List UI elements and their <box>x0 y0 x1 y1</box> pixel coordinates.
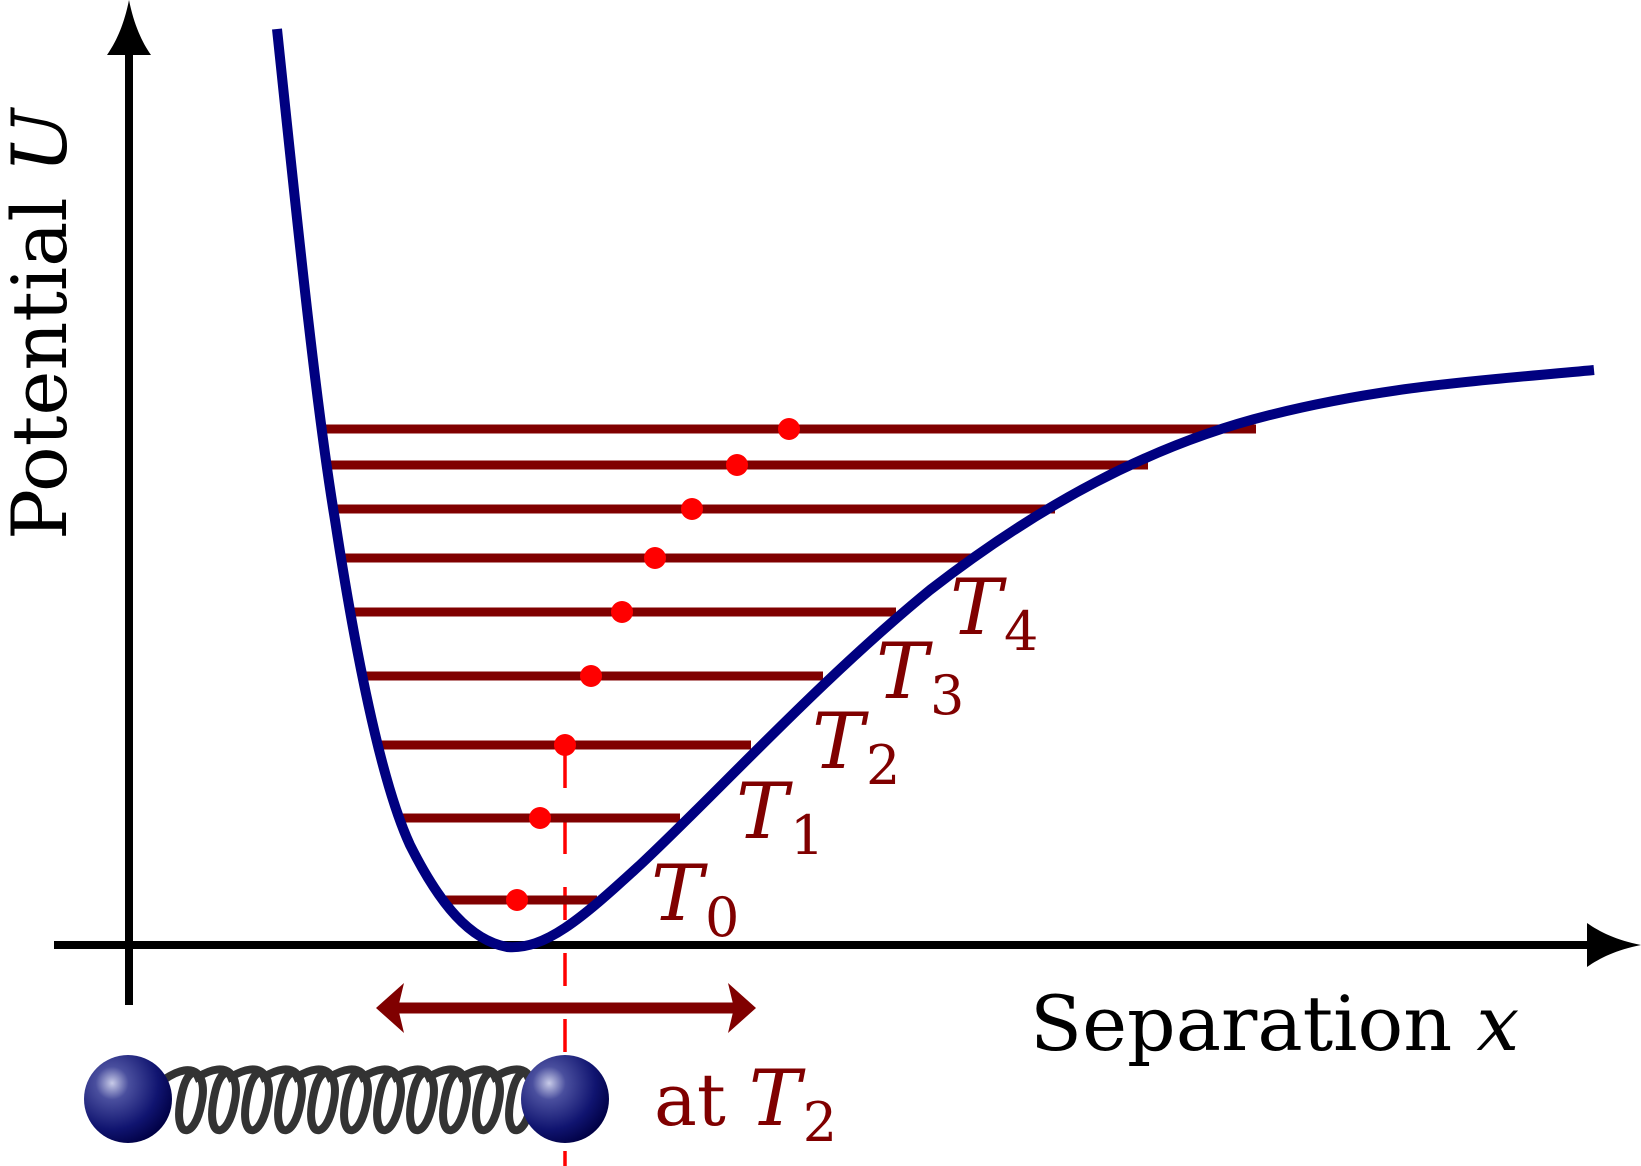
level-labels: T4 T3 T2 T1 T0 <box>651 563 1038 949</box>
atom-left-ball-icon <box>84 1055 172 1143</box>
label-T2: T2 <box>812 697 900 797</box>
label-T4: T4 <box>950 563 1038 663</box>
x-axis-arrowhead-icon <box>1587 923 1641 967</box>
y-axis-arrowhead-icon <box>107 0 151 55</box>
mean-separation-dot <box>778 418 800 440</box>
x-axis-label: Separation x <box>1030 979 1519 1068</box>
label-T1: T1 <box>736 767 824 867</box>
mean-separation-dot <box>506 889 528 911</box>
label-T3: T3 <box>876 627 964 727</box>
y-axis-label: Potential U <box>0 106 84 540</box>
arrowhead-left-icon <box>376 983 404 1033</box>
caption-at-T2: at T2 <box>654 1054 837 1154</box>
energy-levels <box>319 418 1256 911</box>
mean-separation-dot <box>611 601 633 623</box>
potential-curve <box>272 28 1595 953</box>
arrowhead-right-icon <box>728 983 756 1033</box>
spring-icon <box>161 1065 544 1135</box>
mean-separation-dot <box>681 498 703 520</box>
vibration-double-arrow <box>376 983 756 1033</box>
mean-separation-dot <box>580 665 602 687</box>
atom-right-ball-icon <box>521 1055 609 1143</box>
axes <box>54 0 1641 1005</box>
mean-separation-dot <box>554 734 576 756</box>
mean-separation-dot <box>726 454 748 476</box>
mean-separation-dot <box>644 547 666 569</box>
label-T0: T0 <box>651 849 739 949</box>
mean-separation-dot <box>529 807 551 829</box>
